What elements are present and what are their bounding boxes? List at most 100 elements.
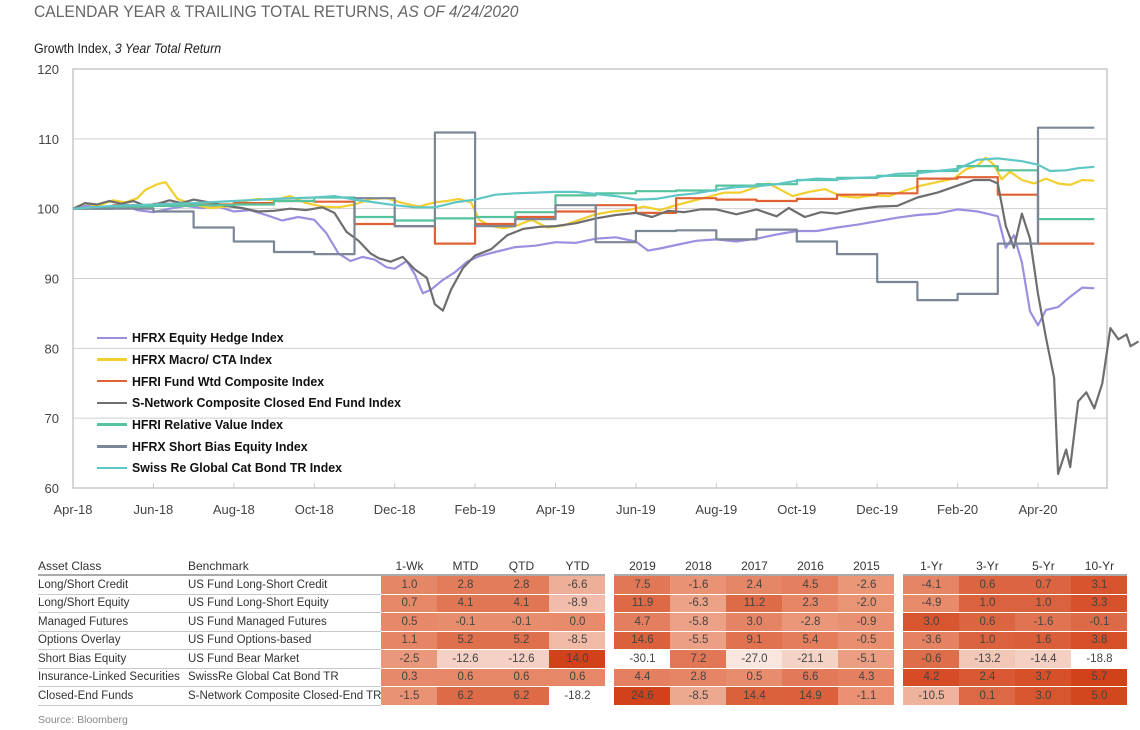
return-cell: -14.4 <box>1015 649 1072 669</box>
legend-item: HFRI Fund Wtd Composite Index <box>97 370 415 392</box>
header-column: 1-Wk <box>381 558 438 576</box>
legend-item: HFRX Macro/ CTA Index <box>97 349 415 371</box>
return-cell: 0.7 <box>381 594 438 613</box>
header-column: 2019 <box>614 558 671 576</box>
title-date: AS OF 4/24/2020 <box>397 2 519 21</box>
column-gap <box>605 594 614 613</box>
table-row: Long/Short Equity US Fund Long-Short Equi… <box>38 594 1128 613</box>
return-cell: 6.2 <box>493 686 550 706</box>
asset-class-cell: Long/Short Equity <box>38 594 188 613</box>
x-tick-label: Aug-18 <box>213 502 255 517</box>
return-cell: 5.2 <box>493 631 550 650</box>
return-cell: 2.8 <box>493 575 550 595</box>
return-cell: -8.5 <box>549 631 606 650</box>
return-cell: -18.2 <box>549 686 606 706</box>
return-cell: 14.9 <box>782 686 839 706</box>
return-cell: 3.0 <box>1015 686 1072 706</box>
return-cell: -1.6 <box>670 575 727 595</box>
x-tick-label: Apr-18 <box>53 502 92 517</box>
return-cell: -4.1 <box>903 575 960 595</box>
header-column: 5-Yr <box>1015 558 1072 576</box>
column-gap <box>605 631 614 650</box>
asset-class-cell: Closed-End Funds <box>38 686 188 706</box>
return-cell: 4.1 <box>493 594 550 613</box>
return-cell: 3.0 <box>726 612 783 632</box>
column-gap <box>605 687 614 706</box>
benchmark-cell: S-Network Composite Closed-End TR <box>188 686 382 706</box>
series-line-3 <box>73 176 1095 245</box>
return-cell: -2.6 <box>838 575 895 595</box>
column-gap <box>894 613 903 632</box>
column-gap <box>605 668 614 687</box>
asset-class-cell: Options Overlay <box>38 631 188 650</box>
benchmark-cell: US Fund Options-based <box>188 631 382 650</box>
return-cell: 24.6 <box>614 686 671 706</box>
return-cell: -0.1 <box>493 612 550 632</box>
column-gap <box>894 631 903 650</box>
return-cell: -1.6 <box>1015 612 1072 632</box>
asset-class-cell: Long/Short Credit <box>38 575 188 595</box>
benchmark-cell: US Fund Long-Short Equity <box>188 594 382 613</box>
legend-label: Swiss Re Global Cat Bond TR Index <box>132 460 342 476</box>
table-row: Long/Short Credit US Fund Long-Short Cred… <box>38 575 1128 595</box>
column-gap <box>894 650 903 669</box>
y-tick-label: 80 <box>45 341 59 356</box>
return-cell: 2.8 <box>437 575 494 595</box>
return-cell: -0.6 <box>903 649 960 669</box>
header-column: YTD <box>549 558 606 576</box>
legend-swatch <box>97 466 127 470</box>
x-tick-label: Apr-20 <box>1018 502 1057 517</box>
return-cell: 5.0 <box>1071 686 1128 706</box>
column-gap <box>894 575 903 594</box>
benchmark-cell: SwissRe Global Cat Bond TR <box>188 668 382 687</box>
x-tick-label: Aug-19 <box>695 502 737 517</box>
return-cell: 3.1 <box>1071 575 1128 595</box>
x-tick-label: Dec-19 <box>856 502 898 517</box>
return-cell: 5.7 <box>1071 668 1128 687</box>
legend-label: HFRI Fund Wtd Composite Index <box>132 373 325 389</box>
return-cell: 4.2 <box>903 668 960 687</box>
return-cell: 9.1 <box>726 631 783 650</box>
table-row: Options Overlay US Fund Options-based 1.1 5… <box>38 631 1128 650</box>
benchmark-cell: US Fund Long-Short Credit <box>188 575 382 595</box>
return-cell: 0.1 <box>959 686 1016 706</box>
page-title: CALENDAR YEAR & TRAILING TOTAL RETURNS, … <box>34 2 518 22</box>
return-cell: 0.6 <box>959 612 1016 632</box>
legend-label: HFRX Macro/ CTA Index <box>132 352 272 368</box>
subtitle-italic: 3 Year Total Return <box>114 41 222 56</box>
table-row: Closed-End Funds S-Network Composite Clos… <box>38 686 1128 706</box>
return-cell: -5.5 <box>670 631 727 650</box>
return-cell: 2.8 <box>670 668 727 687</box>
return-cell: -0.5 <box>838 631 895 650</box>
asset-class-cell: Managed Futures <box>38 612 188 632</box>
title-main: CALENDAR YEAR & TRAILING TOTAL RETURNS, <box>34 2 394 21</box>
return-cell: -18.8 <box>1071 649 1128 669</box>
return-cell: -12.6 <box>437 649 494 669</box>
series-line-1 <box>72 203 1095 327</box>
return-cell: -2.5 <box>381 649 438 669</box>
y-tick-label: 60 <box>45 481 59 496</box>
returns-table: Asset Class Benchmark 1-Wk MTD QTD YTD 2019 201… <box>38 558 1128 706</box>
series-line-5 <box>73 165 1095 222</box>
return-cell: 0.6 <box>493 668 550 687</box>
legend-item: HFRI Relative Value Index <box>97 414 415 436</box>
return-cell: -1.1 <box>838 686 895 706</box>
return-cell: 14.4 <box>726 686 783 706</box>
return-cell: 0.7 <box>1015 575 1072 595</box>
y-tick-label: 90 <box>45 272 59 287</box>
return-cell: -2.0 <box>838 594 895 613</box>
return-cell: -30.1 <box>614 649 671 669</box>
series-line-6 <box>73 126 1095 302</box>
header-column: 2017 <box>726 558 783 576</box>
return-cell: -4.9 <box>903 594 960 613</box>
return-cell: -0.1 <box>437 612 494 632</box>
return-cell: 14.6 <box>614 631 671 650</box>
y-axis: 60 70 80 90 100 110 120 <box>37 62 59 496</box>
column-gap <box>605 575 614 594</box>
return-cell: 1.1 <box>381 631 438 650</box>
return-cell: 2.3 <box>782 594 839 613</box>
x-tick-label: Oct-19 <box>777 502 816 517</box>
legend-swatch <box>97 445 127 448</box>
x-axis: Apr-18 Jun-18 Aug-18 Oct-18 Dec-18 Feb-19 Apr-… <box>53 483 1058 517</box>
return-cell: 3.7 <box>1015 668 1072 687</box>
